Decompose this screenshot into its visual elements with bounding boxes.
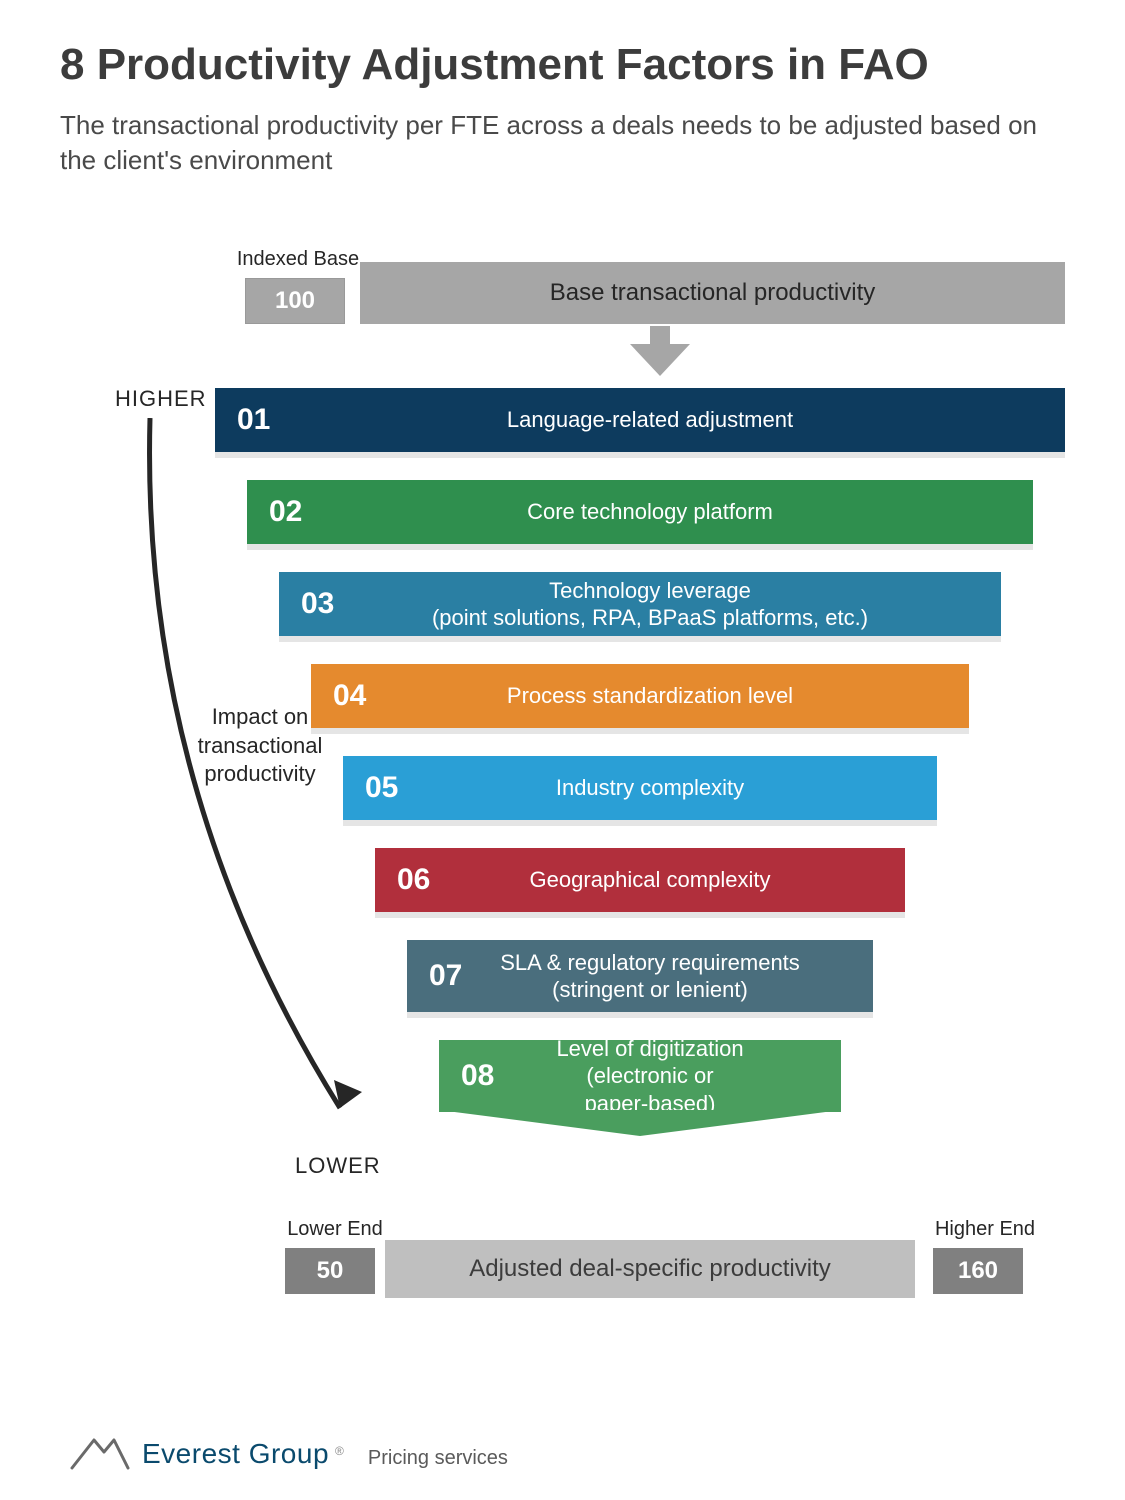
funnel-step-02: 02Core technology platform (247, 480, 1033, 544)
funnel-step-04: 04Process standardization level (311, 664, 969, 728)
logo: Everest Group ® Pricing services (70, 1432, 508, 1470)
higher-label: HIGHER (115, 386, 207, 412)
lower-end-badge: 50 (285, 1248, 375, 1294)
page-title: 8 Productivity Adjustment Factors in FAO (60, 40, 1065, 90)
step-label: Process standardization level (391, 682, 969, 710)
step-number: 03 (279, 587, 359, 621)
funnel-step-01: 01Language-related adjustment (215, 388, 1065, 452)
lower-end-label: Lower End (275, 1218, 395, 1241)
step-label: Core technology platform (327, 498, 1033, 526)
step-number: 05 (343, 771, 423, 805)
step-number: 02 (247, 495, 327, 529)
diagram-area: Indexed Base 100 Base transactional prod… (60, 248, 1065, 1348)
step-number: 04 (311, 679, 391, 713)
step-number: 07 (407, 959, 487, 993)
step-number: 08 (439, 1059, 519, 1093)
higher-end-label: Higher End (920, 1218, 1050, 1241)
funnel-step-03: 03Technology leverage (point solutions, … (279, 572, 1001, 636)
page-subtitle: The transactional productivity per FTE a… (60, 108, 1040, 178)
chevron-down-icon (439, 1110, 841, 1136)
step-number: 01 (215, 403, 295, 437)
step-number: 06 (375, 863, 455, 897)
base-bar: Base transactional productivity (360, 262, 1065, 324)
logo-sub: Pricing services (368, 1447, 508, 1470)
funnel-step-05: 05Industry complexity (343, 756, 937, 820)
funnel-step-06: 06Geographical complexity (375, 848, 905, 912)
logo-mark-icon (70, 1432, 130, 1470)
step-label: Industry complexity (423, 774, 937, 802)
funnel-step-08: 08Level of digitization (electronic or p… (439, 1040, 841, 1112)
step-label: Language-related adjustment (295, 406, 1065, 434)
indexed-badge: 100 (245, 278, 345, 324)
adjusted-bar: Adjusted deal-specific productivity (385, 1240, 915, 1298)
step-label: Level of digitization (electronic or pap… (519, 1035, 841, 1118)
step-label: SLA & regulatory requirements (stringent… (487, 949, 873, 1004)
funnel-step-07: 07SLA & regulatory requirements (stringe… (407, 940, 873, 1012)
step-label: Technology leverage (point solutions, RP… (359, 577, 1001, 632)
higher-end-badge: 160 (933, 1248, 1023, 1294)
logo-reg: ® (335, 1444, 344, 1458)
logo-word: Everest Group (142, 1438, 329, 1470)
down-arrow-icon (620, 326, 700, 381)
indexed-label: Indexed Base (228, 248, 368, 271)
step-label: Geographical complexity (455, 866, 905, 894)
